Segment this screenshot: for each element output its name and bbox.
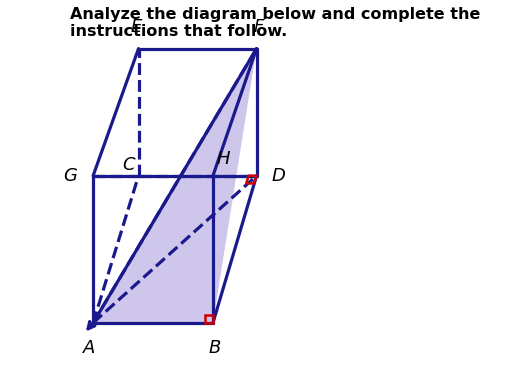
Text: B: B <box>209 339 221 357</box>
Text: C: C <box>122 156 135 174</box>
Text: G: G <box>63 167 77 185</box>
Text: F: F <box>253 18 264 36</box>
Text: A: A <box>83 339 96 357</box>
Text: Analyze the diagram below and complete the instructions that follow.: Analyze the diagram below and complete t… <box>70 7 480 39</box>
Polygon shape <box>93 49 257 323</box>
Text: E: E <box>131 18 143 36</box>
Text: H: H <box>216 150 230 168</box>
Bar <box>205 315 213 323</box>
Text: D: D <box>271 167 285 185</box>
